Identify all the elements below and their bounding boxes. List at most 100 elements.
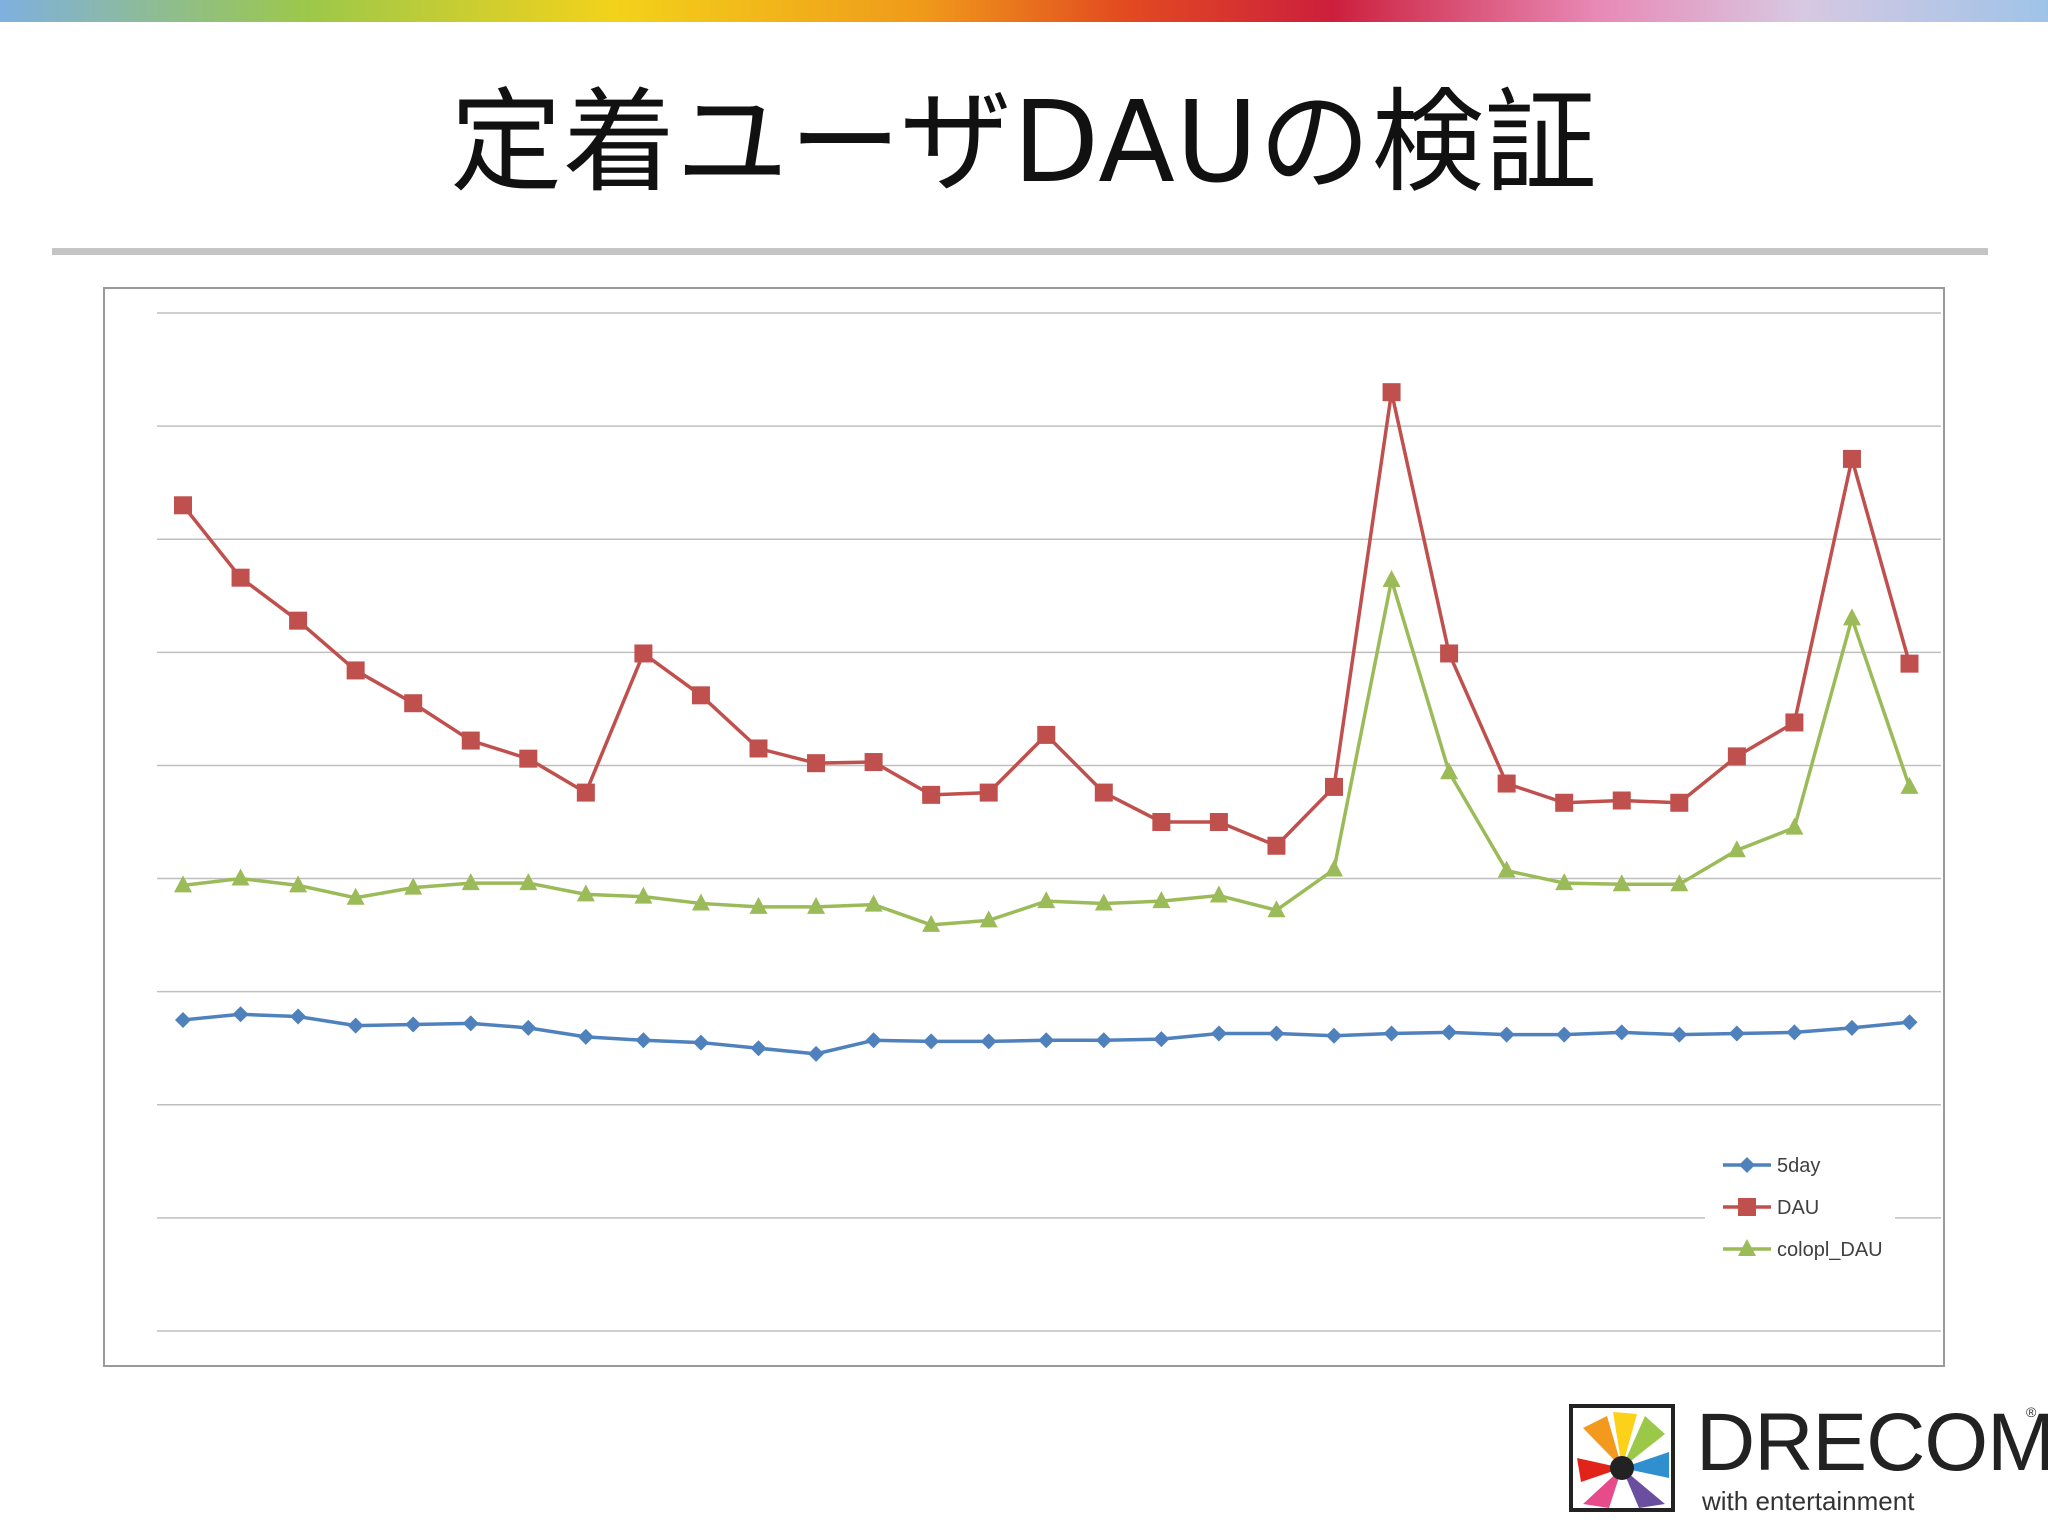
data-point-triangle — [1900, 776, 1919, 794]
data-point-diamond — [1210, 1025, 1227, 1042]
gridlines — [157, 312, 1941, 1332]
data-point-diamond — [1843, 1019, 1860, 1036]
registered-mark: ® — [2026, 1404, 2037, 1420]
legend-item: 5day — [1723, 1155, 1820, 1177]
flower-icon — [1577, 1412, 1669, 1508]
brand-name: DRECOM — [1696, 1397, 2048, 1488]
data-point-diamond — [462, 1015, 479, 1032]
data-point-square — [346, 661, 365, 680]
data-point-square — [576, 783, 595, 802]
data-point-diamond — [1383, 1025, 1400, 1042]
data-point-square — [1612, 791, 1631, 810]
series-dau — [174, 383, 1919, 855]
data-point-triangle — [979, 910, 998, 928]
data-point-diamond — [1153, 1031, 1170, 1048]
data-point-square — [1497, 774, 1516, 793]
data-point-diamond — [980, 1033, 997, 1050]
brand-tagline: with entertainment — [1702, 1486, 1915, 1516]
title-divider — [52, 248, 1988, 255]
data-point-square — [1094, 783, 1113, 802]
data-point-square — [1670, 793, 1689, 812]
data-point-triangle — [1738, 1239, 1756, 1256]
data-point-diamond — [1095, 1032, 1112, 1049]
data-point-diamond — [520, 1019, 537, 1036]
data-point-diamond — [865, 1032, 882, 1049]
data-point-triangle — [174, 875, 192, 893]
data-point-triangle — [1727, 840, 1746, 858]
data-point-diamond — [175, 1011, 191, 1028]
data-point-triangle — [1325, 859, 1343, 877]
drecom-logo: DRECOM ® with entertainment — [1566, 1398, 2048, 1518]
data-point-diamond — [1556, 1026, 1573, 1043]
data-point-triangle — [864, 894, 883, 912]
data-point-diamond — [577, 1028, 594, 1045]
data-point-triangle — [1670, 874, 1689, 892]
data-point-square — [1440, 644, 1459, 663]
data-point-square — [864, 753, 883, 772]
data-point-square — [1900, 654, 1919, 673]
data-point-diamond — [1038, 1032, 1055, 1049]
data-point-square — [289, 611, 308, 630]
slide-title: 定着ユーザDAUの検証 — [450, 78, 1598, 208]
data-point-diamond — [635, 1032, 652, 1049]
data-point-square — [231, 568, 250, 587]
data-point-diamond — [232, 1006, 249, 1023]
data-point-triangle — [634, 886, 653, 904]
data-point-triangle — [1152, 891, 1171, 909]
data-point-diamond — [405, 1016, 422, 1033]
data-point-square — [174, 496, 192, 515]
data-point-triangle — [1267, 900, 1286, 918]
data-point-diamond — [290, 1008, 307, 1025]
data-point-square — [461, 731, 480, 750]
data-point-diamond — [1728, 1025, 1745, 1042]
data-point-triangle — [1209, 885, 1228, 903]
data-point-square — [1842, 449, 1861, 468]
data-point-diamond — [1268, 1025, 1285, 1042]
data-point-diamond — [923, 1033, 940, 1050]
data-point-diamond — [1441, 1024, 1458, 1041]
data-point-triangle — [1497, 860, 1516, 878]
legend-label: 5day — [1777, 1155, 1820, 1177]
series-line — [181, 390, 1912, 848]
data-point-diamond — [347, 1017, 364, 1034]
data-point-diamond — [1786, 1024, 1803, 1041]
chart-frame: 5day DAU colopl_DAU — [103, 287, 1945, 1367]
data-point-diamond — [1613, 1024, 1630, 1041]
data-point-triangle — [922, 914, 941, 932]
legend-item: colopl_DAU — [1723, 1239, 1883, 1261]
data-point-triangle — [1612, 874, 1631, 892]
line-chart: 5day DAU colopl_DAU — [157, 312, 1941, 1332]
series-line — [182, 578, 1912, 927]
data-point-triangle — [404, 877, 423, 895]
legend-label: colopl_DAU — [1777, 1239, 1883, 1261]
data-point-triangle — [346, 887, 365, 905]
data-point-square — [922, 785, 941, 804]
data-point-diamond — [808, 1045, 825, 1062]
series-lines — [174, 383, 1919, 1062]
data-point-square — [519, 749, 538, 768]
data-point-square — [1209, 813, 1228, 831]
series-5day — [175, 1006, 1918, 1062]
data-point-square — [1738, 1198, 1756, 1216]
data-point-triangle — [1037, 891, 1056, 909]
data-point-square — [1382, 383, 1401, 402]
data-point-triangle — [461, 873, 480, 891]
data-point-square — [979, 783, 998, 802]
data-point-triangle — [691, 893, 710, 911]
data-point-diamond — [750, 1040, 767, 1057]
data-point-square — [1325, 777, 1343, 796]
legend: 5day DAU colopl_DAU — [1705, 1137, 1895, 1267]
data-point-square — [1785, 713, 1804, 732]
data-point-diamond — [1498, 1026, 1515, 1043]
data-point-triangle — [807, 896, 826, 914]
data-point-diamond — [692, 1034, 709, 1051]
data-point-triangle — [1555, 873, 1574, 891]
data-point-triangle — [1842, 608, 1861, 626]
data-point-triangle — [749, 896, 768, 914]
data-point-square — [404, 694, 423, 713]
data-point-triangle — [1785, 817, 1804, 835]
series-colopl-dau — [174, 569, 1919, 932]
data-point-triangle — [289, 875, 308, 893]
data-point-diamond — [1901, 1014, 1918, 1031]
data-point-triangle — [1094, 893, 1113, 911]
